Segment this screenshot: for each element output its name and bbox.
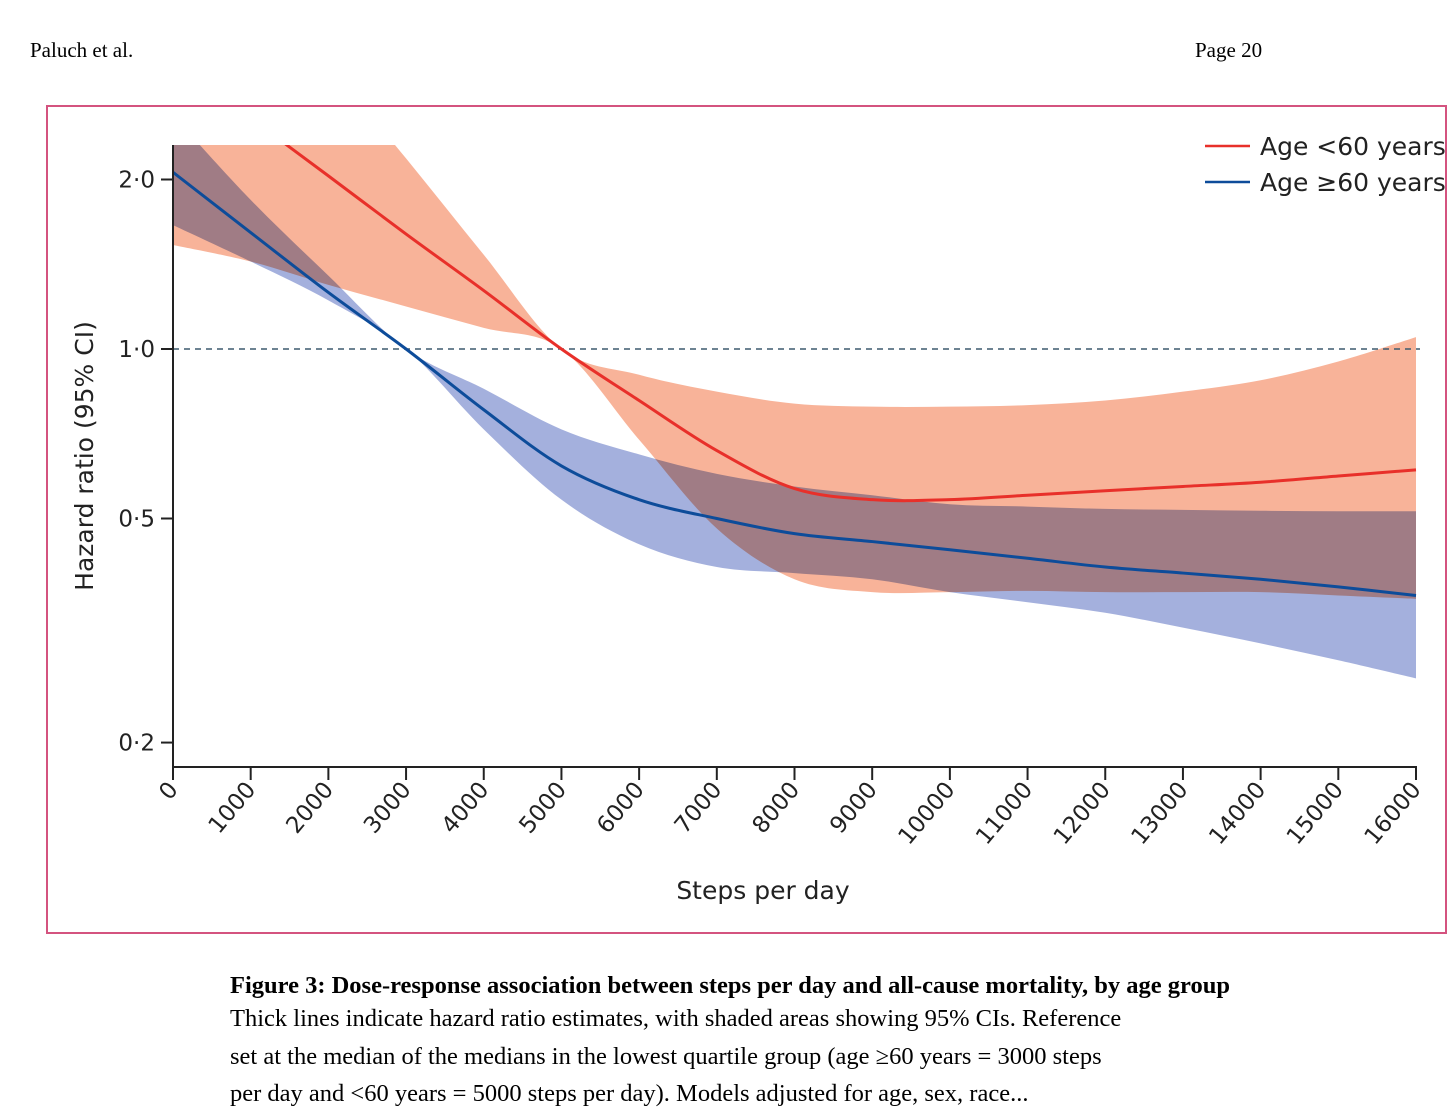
- y-tick-label: 2·0: [118, 168, 155, 194]
- x-tick-label: 0: [154, 777, 183, 805]
- hr-line-under60: [284, 145, 1417, 503]
- x-tick-label: 8000: [748, 777, 806, 839]
- x-tick-label: 7000: [670, 777, 728, 839]
- x-tick-label: 16000: [1360, 777, 1427, 850]
- ci-band-60plus: [173, 145, 1416, 679]
- x-tick-label: 1000: [204, 777, 262, 839]
- x-tick-label: 3000: [359, 777, 417, 839]
- x-tick-label: 2000: [281, 777, 339, 839]
- x-tick-label: 10000: [894, 777, 961, 850]
- y-tick-label: 0·2: [118, 731, 155, 757]
- ci-band-under60: [173, 145, 1416, 599]
- figure-caption-line: set at the median of the medians in the …: [230, 1043, 1102, 1070]
- x-axis-label: Steps per day: [676, 876, 850, 905]
- x-tick-label: 15000: [1282, 777, 1349, 850]
- x-tick-label: 6000: [592, 777, 650, 839]
- legend-label-60plus: Age ≥60 years: [1260, 168, 1446, 197]
- legend: Age <60 years Age ≥60 years: [1205, 132, 1446, 197]
- page-number: Page 20: [1195, 38, 1263, 62]
- x-tick-label: 9000: [825, 777, 883, 839]
- figure-frame: [46, 105, 1447, 934]
- x-tick-label: 12000: [1049, 777, 1116, 850]
- x-tick-label: 4000: [437, 777, 495, 839]
- x-tick-label: 11000: [971, 777, 1038, 850]
- figure-caption-line: Thick lines indicate hazard ratio estima…: [230, 1005, 1122, 1032]
- x-tick-label: 14000: [1204, 777, 1271, 850]
- y-tick-label: 1·0: [118, 337, 155, 363]
- x-tick-label: 13000: [1127, 777, 1194, 850]
- running-header-author: Paluch et al.: [30, 38, 134, 62]
- y-tick-label: 0·5: [118, 507, 155, 533]
- figure-caption-line: per day and <60 years = 5000 steps per d…: [230, 1080, 1029, 1107]
- dose-response-chart: 2·0 1·0 0·5 0·2 0 1000 2000 3000 4000 5000 6000 700…: [70, 132, 1446, 905]
- hr-line-60plus: [173, 171, 1417, 597]
- figure-caption-title: Figure 3: Dose-response association betw…: [230, 972, 1230, 999]
- x-tick-label: 5000: [514, 777, 572, 839]
- y-axis-label: Hazard ratio (95% CI): [70, 321, 99, 591]
- legend-label-under60: Age <60 years: [1260, 132, 1446, 161]
